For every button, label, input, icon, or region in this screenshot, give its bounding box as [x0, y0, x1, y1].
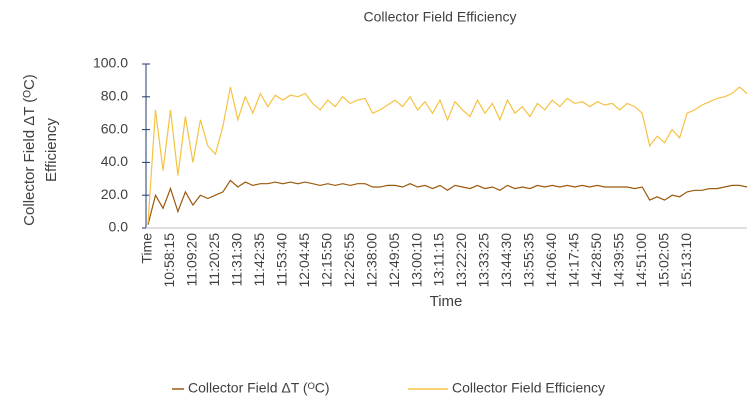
legend-label: Collector Field ΔT (ᴼC): [188, 380, 330, 396]
x-axis-title: Time: [430, 293, 463, 310]
x-tick-label: Time: [139, 233, 155, 264]
y-tick-label: 60.0: [101, 120, 128, 136]
y-tick-label: 0.0: [109, 219, 129, 235]
x-tick-label: 12:49:05: [386, 233, 402, 288]
series-line: [147, 179, 748, 225]
x-tick-label: 12:04:45: [296, 233, 312, 288]
x-tick-label: 13:00:10: [408, 233, 424, 288]
chart-title: Collector Field Efficiency: [363, 9, 516, 25]
legend-label: Collector Field Efficiency: [452, 380, 605, 396]
y-tick-label: 100.0: [93, 55, 128, 71]
x-tick-label: 13:44:30: [498, 233, 514, 288]
x-tick-label: 13:33:25: [476, 233, 492, 288]
x-tick-label: 11:31:30: [229, 233, 245, 287]
x-tick-label: 15:02:05: [655, 233, 671, 288]
x-tick-label: 14:17:45: [565, 233, 581, 288]
x-tick-label: 15:13:10: [678, 233, 694, 288]
x-tick-label: 11:20:25: [206, 233, 222, 287]
x-tick-label: 13:11:15: [431, 233, 447, 287]
x-tick-label: 14:28:50: [588, 233, 604, 288]
x-tick-label: 14:06:40: [543, 233, 559, 288]
series-line: [147, 86, 748, 224]
y-axis-title: Efficiency: [43, 118, 60, 182]
x-tick-label: 11:09:20: [184, 233, 200, 287]
x-tick-label: 10:58:15: [161, 233, 177, 288]
x-tick-label: 11:42:35: [251, 233, 267, 287]
x-tick-label: 12:26:55: [341, 233, 357, 288]
y-tick-label: 80.0: [101, 88, 128, 104]
x-tick-label: 12:15:50: [318, 233, 334, 288]
x-tick-label: 14:39:55: [610, 233, 626, 288]
x-tick-label: 14:51:00: [633, 233, 649, 288]
x-tick-label: 13:55:35: [521, 233, 537, 288]
x-tick-label: 13:22:20: [453, 233, 469, 288]
y-tick-label: 20.0: [101, 186, 128, 202]
x-tick-label: 12:38:00: [363, 233, 379, 288]
y-tick-label: 40.0: [101, 153, 128, 169]
y-axis-title: Collector Field ΔT (ᴼC): [21, 74, 38, 226]
x-tick-label: 11:53:40: [273, 233, 289, 287]
